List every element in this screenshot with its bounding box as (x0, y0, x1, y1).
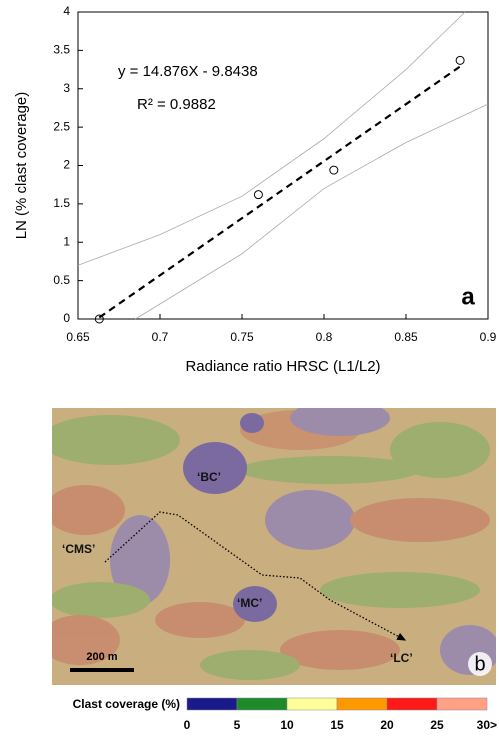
plot-frame (77, 11, 489, 320)
colorbar-segment (186, 697, 238, 711)
map-image: ‘BC’ ‘CMS’ ‘MC’ ‘LC’ 200 m b (52, 408, 496, 685)
x-tick-label: 0.9 (480, 330, 497, 344)
colorbar: Clast coverage (%) 0 5 10 15 20 25 30> (73, 697, 497, 732)
panel-label: b (474, 653, 485, 675)
scale-bar-label: 200 m (86, 651, 117, 663)
y-tick-label: 2 (63, 158, 70, 172)
fit-line (98, 65, 461, 319)
data-point (253, 190, 263, 200)
data-point (94, 314, 104, 324)
colorbar-segment (386, 697, 438, 711)
colorbar-tick-label: 5 (234, 718, 241, 732)
x-tick-label: 0.65 (66, 330, 90, 344)
colorbar-segment (436, 697, 488, 711)
map-label: ‘LC’ (390, 651, 413, 665)
colorbar-segment (286, 697, 338, 711)
panel-label: a (461, 283, 475, 310)
y-tick-label: 1.5 (53, 196, 70, 210)
colorbar-tick-label: 30> (477, 718, 497, 732)
x-tick-label: 0.75 (230, 330, 254, 344)
y-tick-label: 0.5 (53, 273, 70, 287)
x-tick-label: 0.8 (316, 330, 333, 344)
colorbar-title: Clast coverage (%) (73, 697, 180, 711)
colorbar-segment (336, 697, 388, 711)
y-tick-label: 1 (63, 234, 70, 248)
colorbar-segment (236, 697, 288, 711)
x-axis-label: Radiance ratio HRSC (L1/L2) (185, 358, 380, 375)
y-tick-label: 2.5 (53, 119, 70, 133)
data-point (455, 55, 465, 65)
map-label: ‘BC’ (197, 470, 221, 484)
x-tick-label: 0.7 (152, 330, 169, 344)
y-tick-label: 3 (63, 81, 70, 95)
colorbar-tick-label: 10 (280, 718, 294, 732)
y-tick-label: 0 (63, 311, 70, 325)
map-label: ‘CMS’ (62, 542, 95, 556)
colorbar-tick-label: 15 (330, 718, 344, 732)
x-tick-label: 0.85 (394, 330, 418, 344)
data-point (329, 165, 339, 175)
confidence-band (77, 11, 466, 266)
map-label: ‘MC’ (237, 596, 262, 610)
colorbar-tick-label: 0 (184, 718, 191, 732)
r-squared: R² = 0.9882 (137, 96, 216, 113)
y-axis-label: LN (% clast coverage) (13, 92, 30, 240)
y-tick-label: 3.5 (53, 43, 70, 57)
colorbar-tick-label: 25 (430, 718, 444, 732)
equation: y = 14.876X - 9.8438 (118, 63, 258, 80)
colorbar-tick-label: 20 (380, 718, 394, 732)
y-tick-label: 4 (63, 4, 70, 18)
confidence-band (135, 103, 489, 320)
